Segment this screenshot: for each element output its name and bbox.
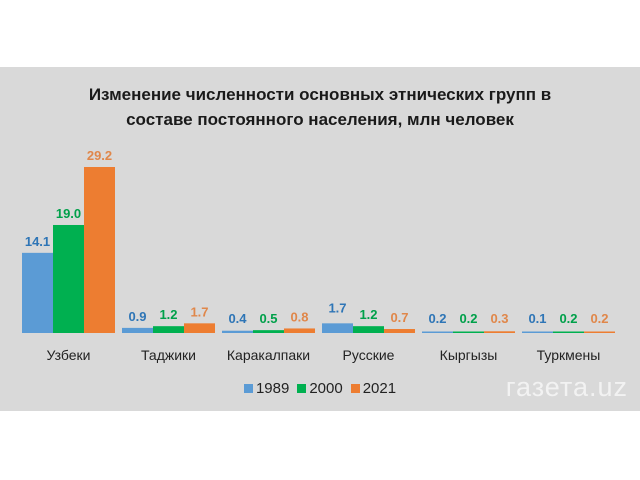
data-label: 1.2 [159,307,177,322]
data-label: 1.7 [190,304,208,319]
bar-2000-4 [453,331,484,333]
bar-1989-3 [322,323,353,333]
bar-1989-5 [522,331,553,333]
data-label: 29.2 [87,148,112,163]
category-label: Таджики [141,347,196,363]
legend-swatch [350,384,360,393]
data-label: 0.2 [559,311,577,326]
bar-2021-0 [84,167,115,333]
data-label: 0.2 [459,311,477,326]
legend-item-2000: 2000 [297,380,343,397]
data-label: 0.7 [390,310,408,325]
bar-2021-1 [184,323,215,333]
category-label: Русские [343,347,395,363]
bar-2021-5 [584,331,615,333]
legend-label: 1989 [255,380,290,397]
bar-2000-5 [553,331,584,333]
bar-1989-0 [22,252,53,333]
category-label: Каракалпаки [227,347,310,363]
data-label: 0.2 [428,311,446,326]
bar-2000-1 [153,326,184,333]
data-label: 1.2 [359,307,377,322]
bar-2021-4 [484,331,515,333]
category-label: Узбеки [47,347,91,363]
bar-2021-2 [284,328,315,333]
chart-title-line-1: Изменение численности основных этнически… [88,85,552,104]
category-label: Туркмены [537,347,601,363]
bar-1989-4 [422,331,453,333]
data-label: 0.9 [128,309,146,324]
data-label: 14.1 [25,234,50,249]
chart-title: Изменение численности основных этнически… [0,82,640,132]
data-label: 0.3 [490,311,508,326]
data-label: 0.8 [290,309,308,324]
legend-item-2021: 2021 [350,380,397,397]
legend-swatch [297,384,307,393]
category-label: Кыргызы [440,347,498,363]
bar-1989-1 [122,327,153,333]
chart-title-line-2: составе постоянного населения, млн челов… [126,110,514,129]
data-label: 1.7 [328,300,346,315]
legend-swatch [243,384,253,393]
data-label: 0.1 [528,311,546,326]
bar-2000-3 [353,326,384,333]
data-label: 19.0 [56,206,81,221]
bar-2000-2 [253,330,284,333]
watermark-logo: газета.uz [505,372,628,402]
bar-1989-2 [222,330,253,333]
legend-label: 2021 [362,380,397,397]
legend: 1989 2000 2021 [0,380,640,397]
data-label: 0.5 [259,311,277,326]
data-label: 0.4 [228,311,247,326]
bar-2000-0 [53,224,84,333]
legend-item-1989: 1989 [243,380,290,397]
legend-label: 2000 [309,380,343,397]
bar-2021-3 [384,329,415,333]
data-label: 0.2 [590,311,608,326]
